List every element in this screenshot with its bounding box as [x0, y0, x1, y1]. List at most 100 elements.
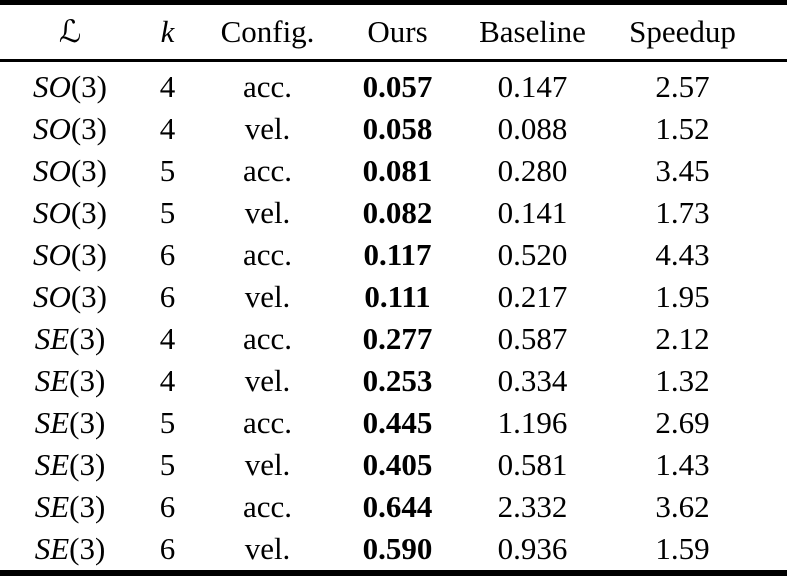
cell-lie-group: SO(3)	[0, 66, 140, 108]
header-cell-ours: Ours	[367, 14, 428, 49]
cell-ours: 0.253	[362, 362, 433, 398]
cell-baseline: 0.587	[497, 320, 568, 356]
cell-ours: 0.081	[362, 152, 433, 188]
cell-ours: 0.405	[362, 446, 433, 482]
cell-config: vel.	[244, 278, 291, 314]
lie-group-argument: (3)	[69, 320, 106, 356]
header-cell-baseline: Baseline	[479, 14, 586, 49]
cell-k: 6	[159, 488, 176, 524]
cell-k: 5	[159, 446, 176, 482]
lie-group-letters: SO	[32, 278, 71, 314]
cell-speedup: 3.45	[655, 152, 710, 188]
cell-speedup: 1.73	[655, 194, 710, 230]
cell-lie-group: SE(3)	[0, 528, 140, 573]
cell-speedup: 1.43	[655, 446, 710, 482]
cell-k: 4	[159, 320, 176, 356]
lie-group-argument: (3)	[70, 68, 108, 104]
lie-group-letters: SE	[34, 488, 70, 524]
cell-ours: 0.082	[362, 194, 433, 230]
table-row: SE(3) 4 vel. 0.253 0.334 1.32	[0, 360, 787, 402]
lie-group-letters: SO	[32, 68, 71, 104]
lie-group-letters: SO	[32, 152, 71, 188]
cell-ours: 0.057	[362, 68, 433, 104]
cell-lie-group: SO(3)	[0, 192, 140, 234]
table-body: SO(3) 4 acc. 0.057 0.147 2.57 SO(3) 4 ve…	[0, 61, 787, 573]
lie-group-letters: SO	[32, 194, 71, 230]
cell-ours: 0.644	[362, 488, 433, 524]
lie-group-argument: (3)	[69, 404, 106, 440]
table-row: SE(3) 5 vel. 0.405 0.581 1.43	[0, 444, 787, 486]
cell-lie-group: SO(3)	[0, 276, 140, 318]
cell-baseline: 0.088	[497, 110, 568, 146]
cell-config: vel.	[244, 110, 291, 146]
cell-lie-group: SO(3)	[0, 234, 140, 276]
k-symbol: k	[160, 14, 175, 49]
lie-group-letters: SO	[32, 110, 71, 146]
cell-config: acc.	[242, 236, 293, 272]
table-row: SE(3) 6 acc. 0.644 2.332 3.62	[0, 486, 787, 528]
cell-baseline: 0.141	[497, 194, 568, 230]
cell-k: 6	[159, 278, 176, 314]
table-row: SO(3) 6 vel. 0.111 0.217 1.95	[0, 276, 787, 318]
cell-lie-group: SE(3)	[0, 486, 140, 528]
cell-lie-group: SO(3)	[0, 150, 140, 192]
lie-group-letters: SE	[34, 530, 70, 566]
cell-speedup: 1.59	[655, 530, 710, 566]
cell-k: 5	[159, 194, 176, 230]
lie-group-argument: (3)	[70, 152, 108, 188]
table-row: SO(3) 6 acc. 0.117 0.520 4.43	[0, 234, 787, 276]
table-row: SO(3) 5 acc. 0.081 0.280 3.45	[0, 150, 787, 192]
cell-k: 5	[159, 152, 176, 188]
table-row: SO(3) 5 vel. 0.082 0.141 1.73	[0, 192, 787, 234]
cell-speedup: 4.43	[655, 236, 710, 272]
cell-config: acc.	[242, 488, 293, 524]
cell-config: acc.	[242, 404, 293, 440]
cell-lie-group: SO(3)	[0, 108, 140, 150]
cell-ours: 0.058	[362, 110, 433, 146]
header-cell-speedup: Speedup	[629, 14, 736, 49]
cell-config: vel.	[244, 446, 291, 482]
lie-group-letters: SE	[34, 320, 70, 356]
lie-group-letters: SO	[32, 236, 71, 272]
cell-config: vel.	[244, 362, 291, 398]
cell-k: 6	[159, 236, 176, 272]
cell-k: 6	[159, 530, 176, 566]
cell-ours: 0.445	[362, 404, 433, 440]
cell-speedup: 2.12	[655, 320, 710, 356]
lie-group-letters: SE	[34, 446, 70, 482]
lie-group-argument: (3)	[69, 488, 106, 524]
cell-k: 4	[159, 68, 176, 104]
cell-speedup: 2.69	[655, 404, 710, 440]
cell-config: acc.	[242, 68, 293, 104]
lie-group-argument: (3)	[69, 362, 106, 398]
cell-speedup: 1.95	[655, 278, 710, 314]
header-cell-config: Config.	[220, 14, 315, 49]
lie-group-argument: (3)	[69, 530, 106, 566]
cell-lie-group: SE(3)	[0, 402, 140, 444]
table-row: SO(3) 4 acc. 0.057 0.147 2.57	[0, 66, 787, 108]
cell-ours: 0.590	[362, 530, 433, 566]
cell-speedup: 1.52	[655, 110, 710, 146]
cell-speedup: 1.32	[655, 362, 710, 398]
lie-group-argument: (3)	[70, 236, 108, 272]
cell-lie-group: SE(3)	[0, 360, 140, 402]
cell-baseline: 0.581	[497, 446, 568, 482]
cell-baseline: 0.147	[497, 68, 568, 104]
lie-group-argument: (3)	[70, 110, 108, 146]
cell-k: 4	[159, 362, 176, 398]
lie-group-letters: SE	[34, 362, 70, 398]
cell-lie-group: SE(3)	[0, 444, 140, 486]
table-row: SE(3) 6 vel. 0.590 0.936 1.59	[0, 528, 787, 573]
cell-speedup: 2.57	[655, 68, 710, 104]
cell-baseline: 2.332	[497, 488, 568, 524]
table-row: SE(3) 4 acc. 0.277 0.587 2.12	[0, 318, 787, 360]
cell-speedup: 3.62	[655, 488, 710, 524]
cell-baseline: 1.196	[497, 404, 568, 440]
table-row: SE(3) 5 acc. 0.445 1.196 2.69	[0, 402, 787, 444]
cell-config: acc.	[242, 320, 293, 356]
cell-k: 5	[159, 404, 176, 440]
table-header: ℒ k Config. Ours Baseline Speedup	[0, 3, 787, 61]
cell-baseline: 0.520	[497, 236, 568, 272]
cell-baseline: 0.217	[497, 278, 568, 314]
